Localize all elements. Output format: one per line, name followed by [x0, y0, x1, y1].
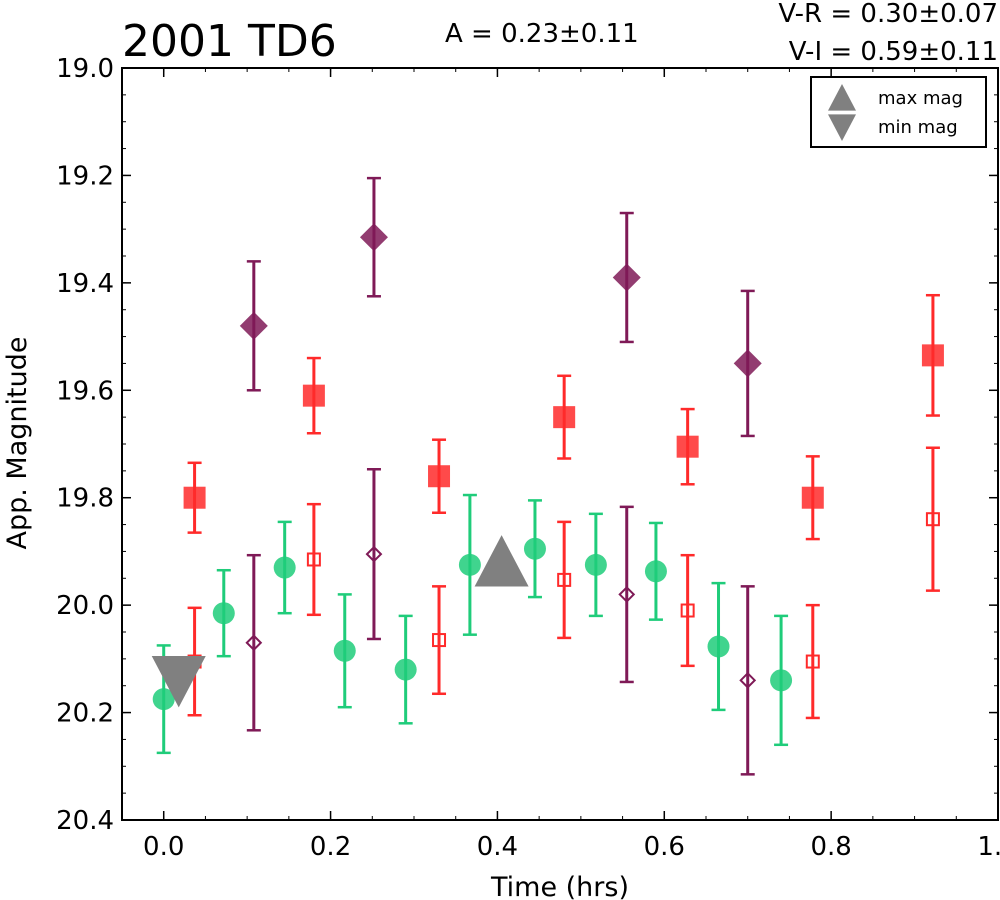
data-point [523, 537, 546, 560]
data-point [805, 654, 820, 669]
data-point [306, 552, 321, 567]
x-axis-label: Time (hrs) [490, 872, 629, 900]
series-filled-squares [183, 293, 944, 541]
data-point [557, 572, 572, 587]
v-r-annotation: V-R = 0.30±0.07 [778, 0, 998, 29]
legend-label: max mag [878, 88, 963, 109]
y-axis-label: App. Magnitude [2, 337, 33, 550]
data-point [239, 311, 268, 340]
data-point [302, 384, 325, 407]
x-tick-label: 0.8 [810, 832, 851, 862]
legend-max-mag-icon [828, 84, 856, 111]
data-point [359, 223, 388, 252]
y-tick-label: 19.8 [56, 484, 114, 514]
data-point [432, 633, 447, 648]
legend-label: min mag [878, 117, 958, 138]
data-point [707, 635, 730, 658]
data-point [770, 669, 793, 692]
series-filled-diamonds [239, 176, 762, 438]
data-point [733, 349, 762, 378]
data-point [553, 406, 576, 429]
x-tick-label: 1.0 [977, 832, 1000, 862]
y-tick-label: 20.0 [56, 591, 114, 621]
legend-min-mag-icon [828, 114, 856, 141]
data-point [394, 658, 417, 681]
data-point [801, 486, 824, 509]
data-point [612, 263, 641, 292]
data-point [680, 603, 695, 618]
data-point [428, 465, 451, 488]
data-point [925, 512, 940, 527]
data-point [584, 553, 607, 576]
axis-ticks: 0.0 0.2 0.4 0.6 0.8 1.0 19.0 19.2 19.4 19.6 19.8 20… [56, 54, 1000, 862]
y-tick-label: 20.2 [56, 699, 114, 729]
data-point [676, 435, 699, 458]
y-tick-label: 19.4 [56, 269, 114, 299]
min-mag-marker [151, 656, 206, 708]
amplitude-annotation: A = 0.23±0.11 [445, 19, 639, 49]
data-point [333, 639, 356, 662]
data-point [458, 553, 481, 576]
data-point [921, 344, 944, 367]
x-tick-label: 0.0 [143, 832, 184, 862]
max-mag-marker [474, 535, 529, 587]
data-point [644, 560, 667, 583]
data-point [365, 545, 383, 563]
x-tick-label: 0.2 [310, 832, 351, 862]
y-tick-label: 19.6 [56, 376, 114, 406]
y-tick-label: 19.2 [56, 161, 114, 191]
legend: max mag min mag [810, 76, 987, 148]
data-point [245, 634, 263, 652]
y-tick-label: 20.4 [56, 806, 114, 836]
series-filled-circles [152, 493, 793, 755]
series-open-squares [187, 446, 940, 720]
data-point [152, 688, 175, 711]
v-i-annotation: V-I = 0.59±0.11 [789, 37, 998, 67]
data-point [183, 486, 206, 509]
plot-area [121, 67, 999, 821]
data-point [273, 556, 296, 579]
x-tick-label: 0.6 [644, 832, 685, 862]
data-point [212, 602, 235, 625]
x-tick-label: 0.4 [477, 832, 518, 862]
chart-title: 2001 TD6 [122, 16, 337, 67]
data-point [618, 585, 636, 603]
y-tick-label: 19.0 [56, 54, 114, 84]
series-open-diamonds [245, 467, 757, 776]
data-point [739, 671, 757, 689]
